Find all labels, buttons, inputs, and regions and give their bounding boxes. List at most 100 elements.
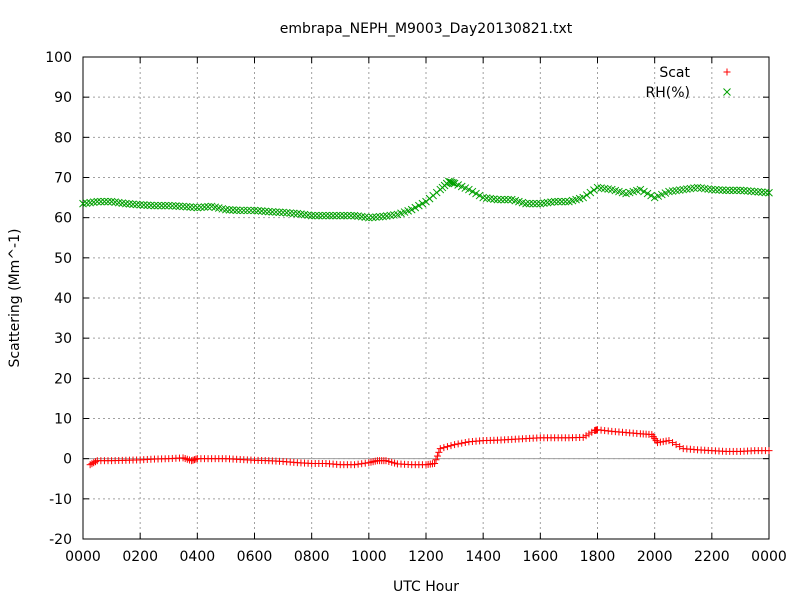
rh-point [197, 203, 205, 212]
rh-point [343, 211, 352, 220]
legend: Scat RH(%) [646, 65, 731, 101]
rh-point [97, 197, 105, 206]
rh-point [254, 206, 262, 215]
scat-point [361, 459, 369, 467]
rh-point [449, 179, 458, 187]
y-tick-label: 70 [54, 171, 72, 187]
rh-point [647, 191, 655, 200]
rh-point [707, 185, 716, 194]
scat-point [189, 456, 197, 464]
rh-point [136, 200, 145, 209]
x-tick-label: 1200 [408, 549, 444, 565]
y-tick-label: 100 [45, 50, 72, 66]
scat-point [190, 456, 198, 464]
rh-point [204, 202, 212, 211]
rh-point [307, 211, 316, 220]
scat-point [458, 439, 466, 447]
rh-point [247, 206, 255, 215]
scat-point [656, 438, 664, 446]
rh-point [329, 211, 337, 220]
rh-point [446, 178, 455, 186]
x-axis-label: UTC Hour [393, 579, 459, 595]
rh-point [189, 203, 198, 212]
rh-point [332, 211, 341, 220]
scat-point [454, 440, 462, 448]
rh-point [289, 209, 298, 218]
rh-point [200, 203, 209, 211]
rh-point [168, 201, 177, 210]
x-tick-label: 2200 [694, 549, 730, 565]
rh-point [186, 203, 195, 211]
rh-point [314, 211, 323, 220]
rh-point [125, 200, 134, 208]
rh-point [554, 197, 563, 206]
scat-point [451, 441, 459, 449]
rh-point [139, 201, 148, 209]
rh-point [529, 199, 538, 208]
scat-point [659, 438, 667, 446]
rh-point [193, 203, 202, 212]
rh-point [736, 186, 745, 195]
rh-point [643, 189, 652, 198]
y-tick-label: -10 [49, 492, 72, 508]
rh-point [586, 188, 595, 197]
axis-ticks: -20 -10 0 10 20 30 40 50 60 70 80 90 100 0000 0200 0400… [45, 50, 787, 565]
rh-point [311, 211, 320, 220]
y-tick-label: 20 [54, 371, 72, 387]
rh-point [754, 188, 763, 196]
rh-point [225, 205, 234, 214]
rh-point [445, 177, 453, 186]
rh-point [93, 197, 102, 206]
rh-point [339, 211, 348, 220]
rh-point [175, 202, 184, 211]
rh-point [636, 185, 645, 194]
rh-point [172, 202, 180, 210]
rh-point [129, 200, 137, 209]
rh-point [722, 186, 730, 195]
series-markers [79, 177, 773, 469]
y-axis-label: Scattering (Mm^-1) [7, 229, 23, 368]
rh-point [347, 211, 355, 220]
rh-point [154, 201, 162, 210]
rh-point [132, 200, 141, 209]
rh-point [725, 186, 734, 195]
scat-point [443, 443, 451, 451]
scat-point [192, 455, 200, 463]
scat-point [669, 439, 677, 447]
rh-point [150, 201, 159, 210]
rh-point [743, 187, 752, 195]
rh-point [368, 213, 377, 222]
rh-point [561, 197, 570, 206]
rh-point [557, 197, 566, 206]
x-tick-label: 1800 [580, 549, 616, 565]
scat-point [92, 458, 100, 466]
rh-point [407, 205, 416, 214]
rh-point [758, 188, 766, 197]
scat-point [585, 430, 593, 438]
rh-point [275, 208, 284, 217]
scat-point [461, 438, 469, 446]
scat-point [382, 457, 390, 465]
rh-point [143, 201, 152, 210]
x-tick-label: 1600 [523, 549, 559, 565]
rh-point [711, 185, 720, 194]
scat-point [90, 459, 98, 467]
rh-point [318, 211, 327, 220]
scat-point [86, 461, 94, 469]
rh-point [147, 201, 155, 210]
rh-point [104, 197, 112, 206]
y-tick-label: -20 [49, 532, 72, 548]
rh-point [282, 208, 291, 217]
scat-point [672, 441, 680, 449]
rh-point [236, 206, 245, 215]
y-tick-label: 40 [54, 291, 72, 307]
scat-point [354, 460, 362, 468]
y-tick-label: 50 [54, 251, 72, 267]
rh-point [268, 207, 277, 216]
y-tick-label: 60 [54, 211, 72, 227]
scat-point [385, 457, 393, 465]
rh-point [164, 201, 173, 210]
rh-point [729, 186, 738, 195]
rh-point [372, 213, 380, 221]
scat-point [662, 437, 670, 445]
